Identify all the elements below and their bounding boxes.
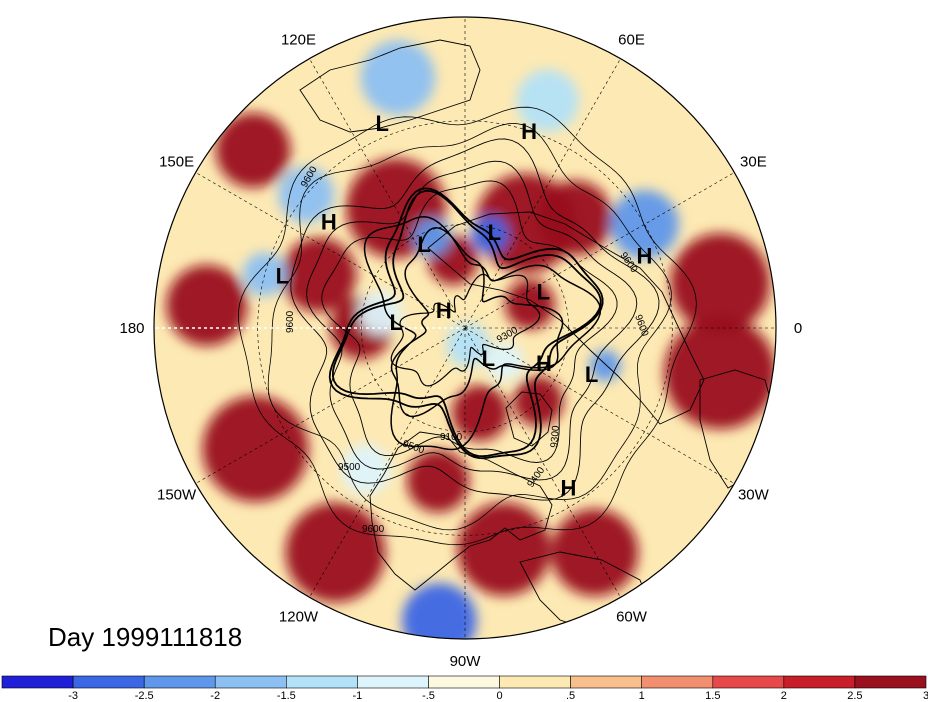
low-pressure-center: L (585, 362, 598, 387)
meridian (195, 172, 466, 329)
anomaly-blob (452, 385, 508, 442)
longitude-label: 150W (157, 487, 197, 504)
low-pressure-center: L (488, 220, 501, 245)
colorbar-swatch (72, 675, 145, 689)
longitude-label: 180 (119, 320, 144, 337)
east-asia-outline (299, 39, 481, 133)
contour-label: 9300 (549, 425, 562, 449)
anomaly-blob (513, 376, 564, 427)
colorbar-tick-label: -1 (353, 690, 363, 702)
colorbar: -3 -2.5 -2 -1.5 -1 -.5 0 .5 1 1.5 2 2.5 3 (1, 675, 928, 702)
height-contour (390, 226, 564, 418)
colorbar-swatch (357, 675, 429, 689)
colorbar-tick-label: 2.5 (847, 690, 862, 702)
date-label: Day 1999111818 (48, 622, 242, 652)
high-pressure-center: H (436, 298, 452, 323)
high-pressure-center: H (636, 244, 652, 269)
latitude-circle (360, 224, 569, 432)
latitude-circle (257, 120, 673, 536)
low-pressure-center: L (417, 232, 430, 257)
longitude-label: 150E (159, 154, 194, 171)
longitude-label: 60W (616, 608, 648, 625)
colorbar-swatch (214, 675, 287, 689)
anomaly-blob (166, 265, 248, 346)
north-america-outline (369, 431, 553, 591)
anomaly-blob (537, 180, 613, 256)
anomaly-blob (358, 291, 402, 335)
colorbar-swatch (854, 675, 927, 689)
contour-label: 9500 (338, 462, 361, 473)
colorbar-swatch (428, 675, 500, 689)
longitude-label: 0 (794, 320, 802, 337)
high-pressure-center: H (561, 475, 577, 500)
colorbar-tick-label: 2 (781, 690, 787, 702)
colorbar-swatch (143, 675, 216, 689)
pressure-centers: L H H L L L H L L H L H L H (276, 111, 653, 501)
colorbar-tick-label: 0 (496, 690, 502, 702)
map-boundary (153, 16, 777, 640)
colorbar-swatch (1, 675, 74, 689)
greenland-outline (505, 391, 553, 447)
longitude-label: 90E (452, 0, 479, 4)
low-pressure-center: L (375, 111, 388, 136)
high-pressure-center: H (521, 119, 537, 144)
anomaly-blob (446, 323, 490, 367)
colorbar-swatch (712, 675, 785, 689)
anomaly-blob (215, 113, 291, 188)
longitude-label: 120W (279, 608, 319, 625)
anomaly-blob (516, 69, 579, 132)
colorbar-tick-label: -.5 (422, 690, 435, 702)
anomaly-blob (281, 237, 357, 313)
high-pressure-center: H (321, 210, 337, 235)
longitude-label: 30W (738, 487, 770, 504)
low-pressure-center: L (537, 280, 550, 305)
anomaly-blob (486, 342, 524, 380)
colorbar-swatch (285, 675, 358, 689)
meridian (309, 58, 466, 329)
colorbar-tick-label: -2 (210, 690, 220, 702)
meridian (464, 172, 735, 329)
longitude-labels: 90E 60E 30E 0 30W 60W 90W 120W 150W 180 150E 120E (119, 0, 802, 670)
anomaly-blob (402, 583, 477, 639)
contour-label: 9100 (440, 432, 463, 443)
contour-label: 9600 (362, 524, 385, 535)
high-pressure-center: H (536, 351, 552, 376)
colorbar-tick-label: 1 (639, 690, 645, 702)
longitude-label: 90W (450, 653, 482, 670)
anomaly-blob (457, 502, 551, 596)
anomaly-blob (406, 450, 470, 513)
longitude-label: 60E (618, 32, 645, 49)
meridian (464, 327, 735, 484)
anomaly-blob (242, 252, 287, 297)
colorbar-tick-label: 3 (923, 690, 928, 702)
colorbar-tick-label: -3 (68, 690, 78, 702)
colorbar-tick-label: 1.5 (705, 690, 720, 702)
meridian (464, 327, 621, 598)
colorbar-swatch (570, 675, 642, 689)
anomaly-blob (360, 40, 436, 116)
low-pressure-center: L (389, 310, 402, 335)
meridian (309, 327, 466, 598)
low-pressure-center: L (276, 264, 289, 289)
low-pressure-center: L (482, 346, 495, 371)
meridian (464, 58, 621, 329)
colorbar-swatch (783, 675, 856, 689)
anomaly-blob (278, 166, 335, 223)
colorbar-swatch (641, 675, 714, 689)
height-contour (321, 180, 618, 463)
longitude-label: 30E (740, 154, 767, 171)
graticule (154, 17, 776, 639)
colorbar-tick-label: -1.5 (277, 690, 296, 702)
anomaly-blob (670, 233, 770, 333)
contour-label: 9600 (285, 310, 296, 333)
meridian (195, 327, 466, 484)
colorbar-swatch (499, 675, 571, 689)
anomaly-blob (413, 218, 451, 256)
anomaly-blob (610, 190, 679, 259)
colorbar-tick-label: .5 (566, 690, 575, 702)
longitude-label: 120E (281, 32, 316, 49)
colorbar-tick-label: -2.5 (135, 690, 154, 702)
anomaly-blob (664, 317, 776, 429)
